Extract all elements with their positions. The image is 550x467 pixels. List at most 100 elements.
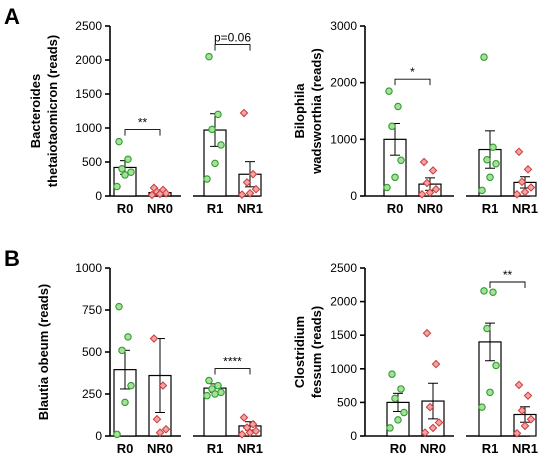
y-tick-label: 2000 — [330, 295, 357, 309]
data-point — [161, 188, 171, 198]
data-point — [242, 423, 252, 432]
y-tick-label: 2500 — [330, 261, 357, 275]
data-point — [237, 430, 247, 439]
data-point — [217, 388, 225, 397]
data-point — [520, 187, 530, 197]
y-tick-label: 1500 — [75, 87, 102, 101]
data-point — [478, 186, 486, 195]
data-point — [478, 403, 486, 411]
data-point — [417, 189, 427, 199]
data-point — [483, 324, 491, 333]
data-point — [203, 391, 211, 400]
significance-label: ** — [138, 116, 148, 130]
y-tick-label: 1000 — [75, 261, 102, 275]
x-category-label: NR1 — [237, 441, 263, 456]
data-point — [211, 159, 219, 168]
data-point — [388, 122, 396, 131]
data-point — [113, 182, 121, 191]
x-category-label: NR0 — [420, 441, 446, 456]
data-point — [245, 188, 255, 198]
data-point — [492, 361, 500, 370]
y-tick-label: 1000 — [75, 121, 102, 135]
chart-blautia-obeum: 0 250 500 750 1000 Blautia obeum (reads) R0 NR0… — [36, 261, 263, 456]
data-point — [242, 178, 252, 187]
y-tick-label: 250 — [82, 387, 102, 401]
data-point — [118, 165, 126, 173]
y-tick-label: 3000 — [330, 19, 357, 33]
data-point — [158, 381, 168, 390]
data-point — [127, 381, 135, 390]
data-point — [512, 429, 522, 438]
data-point — [428, 423, 438, 433]
significance-bracket — [124, 129, 161, 136]
data-point — [217, 141, 225, 149]
data-point — [248, 419, 258, 429]
data-point — [483, 155, 491, 164]
data-point — [161, 424, 171, 434]
y-tick-label: 500 — [82, 345, 102, 359]
y-tick-label: 1000 — [330, 132, 357, 146]
y-axis-label: wadsworthia (reads) — [309, 48, 324, 175]
y-tick-label: 2500 — [75, 19, 102, 33]
significance-bracket — [214, 368, 251, 375]
data-point — [480, 287, 488, 295]
data-point — [386, 424, 394, 432]
data-point — [420, 428, 430, 437]
data-point — [155, 189, 165, 199]
panel-label-b: B — [4, 246, 20, 271]
y-tick-label: 750 — [82, 303, 102, 317]
data-point — [422, 178, 432, 188]
data-point — [489, 288, 497, 296]
x-category-label: NR1 — [237, 201, 263, 216]
data-point — [514, 147, 524, 157]
data-point — [523, 165, 533, 174]
data-point — [523, 391, 533, 400]
chart-clostridium-fessum: 0 500 1000 1500 2000 2500 Clostridium fessum (r… — [292, 261, 538, 456]
panel-label-a: A — [4, 4, 20, 29]
data-point — [239, 108, 249, 118]
data-point — [486, 388, 494, 397]
significance-label: **** — [223, 355, 242, 369]
x-category-label: R1 — [482, 441, 499, 456]
y-axis-label: Blautia obeum (reads) — [36, 284, 51, 421]
data-point — [425, 188, 435, 197]
data-point — [118, 346, 126, 355]
data-point — [400, 408, 408, 417]
data-point — [425, 402, 435, 412]
y-axis-label: fessum (reads) — [309, 306, 324, 398]
y-tick-label: 1500 — [330, 328, 357, 342]
data-point — [428, 166, 438, 175]
data-point — [394, 102, 402, 111]
data-point — [397, 156, 405, 165]
data-point — [520, 421, 530, 431]
data-point — [124, 155, 132, 164]
data-point — [480, 53, 488, 61]
data-point — [113, 430, 121, 439]
data-point — [147, 190, 157, 200]
data-point — [486, 173, 494, 182]
chart-bacteroides-thetaiotaomicron: 0 500 1000 1500 2000 2500 Bacteroides thetaiota… — [28, 19, 263, 216]
y-tick-label: 0 — [95, 429, 102, 443]
data-point — [431, 359, 441, 369]
significance-label: * — [410, 65, 415, 79]
data-point — [152, 414, 162, 424]
data-point — [237, 190, 247, 199]
y-tick-label: 500 — [337, 395, 357, 409]
data-point — [397, 385, 405, 393]
data-point — [115, 137, 123, 146]
data-point — [251, 184, 261, 194]
x-category-label: R1 — [207, 441, 224, 456]
data-point — [526, 414, 536, 424]
significance-bracket — [214, 44, 251, 51]
x-category-label: NR0 — [417, 201, 443, 216]
y-axis-label: thetaiotaomicron (reads) — [45, 35, 60, 187]
data-point — [385, 87, 393, 95]
y-axis-label: Clostridium — [292, 316, 307, 388]
data-point — [203, 175, 211, 183]
data-point — [517, 177, 527, 187]
data-point — [214, 110, 222, 119]
data-point — [149, 334, 159, 343]
significance-label: ** — [503, 268, 513, 282]
y-tick-label: 500 — [82, 155, 102, 169]
